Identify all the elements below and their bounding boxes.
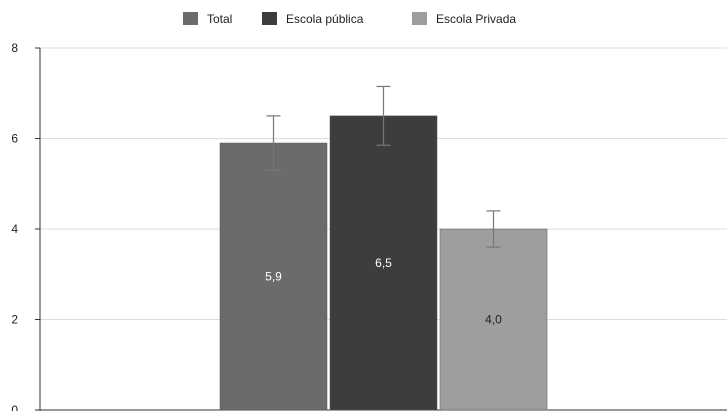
- data-label: 4,0: [485, 313, 502, 327]
- legend-label: Escola pública: [286, 12, 364, 26]
- legend-swatch: [183, 12, 198, 25]
- legend: Total Escola pública Escola Privada: [183, 12, 516, 26]
- data-label: 6,5: [375, 256, 392, 270]
- y-tick-label: 0: [11, 403, 18, 411]
- y-tick-label: 8: [11, 41, 18, 55]
- legend-swatch: [262, 12, 277, 25]
- legend-label: Escola Privada: [436, 12, 516, 26]
- legend-label: Total: [207, 12, 232, 26]
- y-tick-label: 6: [11, 132, 18, 146]
- legend-swatch: [412, 12, 427, 25]
- y-tick-label: 2: [11, 313, 18, 327]
- data-label: 5,9: [265, 270, 282, 284]
- y-tick-label: 4: [11, 222, 18, 236]
